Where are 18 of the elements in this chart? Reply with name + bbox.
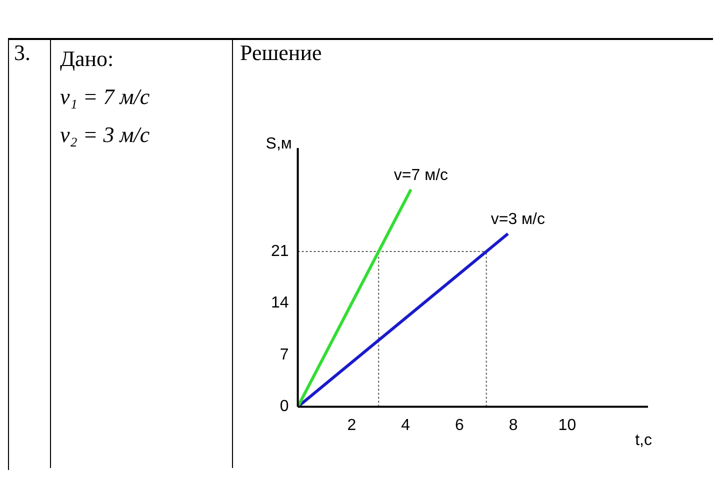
text: Решение [240, 40, 322, 66]
x-axis-title: t,c [635, 432, 652, 450]
x-tick-label: 4 [401, 416, 410, 434]
y-tick-label: 14 [271, 294, 289, 312]
x-tick-label: 8 [508, 416, 518, 434]
text: Дано: [60, 45, 115, 73]
y-tick-label: 7 [280, 346, 289, 364]
text: v₁ = 7 м/с [60, 83, 150, 111]
x-tick-label: 10 [558, 416, 576, 434]
y-axis-title: S,м [266, 135, 292, 152]
series-label: v=7 м/с [394, 166, 448, 184]
x-tick-label: 6 [454, 416, 464, 434]
y-tick-label: 21 [271, 242, 289, 260]
text: v₂ = 3 м/с [60, 121, 150, 149]
x-tick-label: 2 [347, 416, 356, 434]
y-tick-label: 0 [280, 398, 289, 416]
text: 3. [14, 40, 30, 66]
series-label: v=3 м/с [490, 211, 545, 228]
